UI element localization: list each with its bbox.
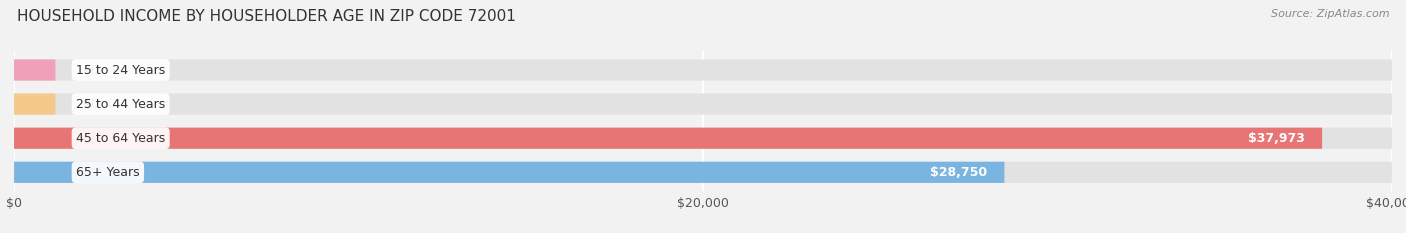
FancyBboxPatch shape xyxy=(14,162,1392,183)
Text: $37,973: $37,973 xyxy=(1249,132,1305,145)
FancyBboxPatch shape xyxy=(14,59,1392,81)
Text: 15 to 24 Years: 15 to 24 Years xyxy=(76,64,166,76)
Text: Source: ZipAtlas.com: Source: ZipAtlas.com xyxy=(1271,9,1389,19)
Text: 25 to 44 Years: 25 to 44 Years xyxy=(76,98,166,111)
Text: HOUSEHOLD INCOME BY HOUSEHOLDER AGE IN ZIP CODE 72001: HOUSEHOLD INCOME BY HOUSEHOLDER AGE IN Z… xyxy=(17,9,516,24)
Text: $0: $0 xyxy=(83,64,98,76)
Text: $28,750: $28,750 xyxy=(929,166,987,179)
Text: 65+ Years: 65+ Years xyxy=(76,166,139,179)
FancyBboxPatch shape xyxy=(14,128,1322,149)
FancyBboxPatch shape xyxy=(14,162,1004,183)
Text: 45 to 64 Years: 45 to 64 Years xyxy=(76,132,166,145)
FancyBboxPatch shape xyxy=(14,128,1392,149)
FancyBboxPatch shape xyxy=(14,93,55,115)
Text: $0: $0 xyxy=(83,98,98,111)
FancyBboxPatch shape xyxy=(14,93,1392,115)
FancyBboxPatch shape xyxy=(14,59,55,81)
